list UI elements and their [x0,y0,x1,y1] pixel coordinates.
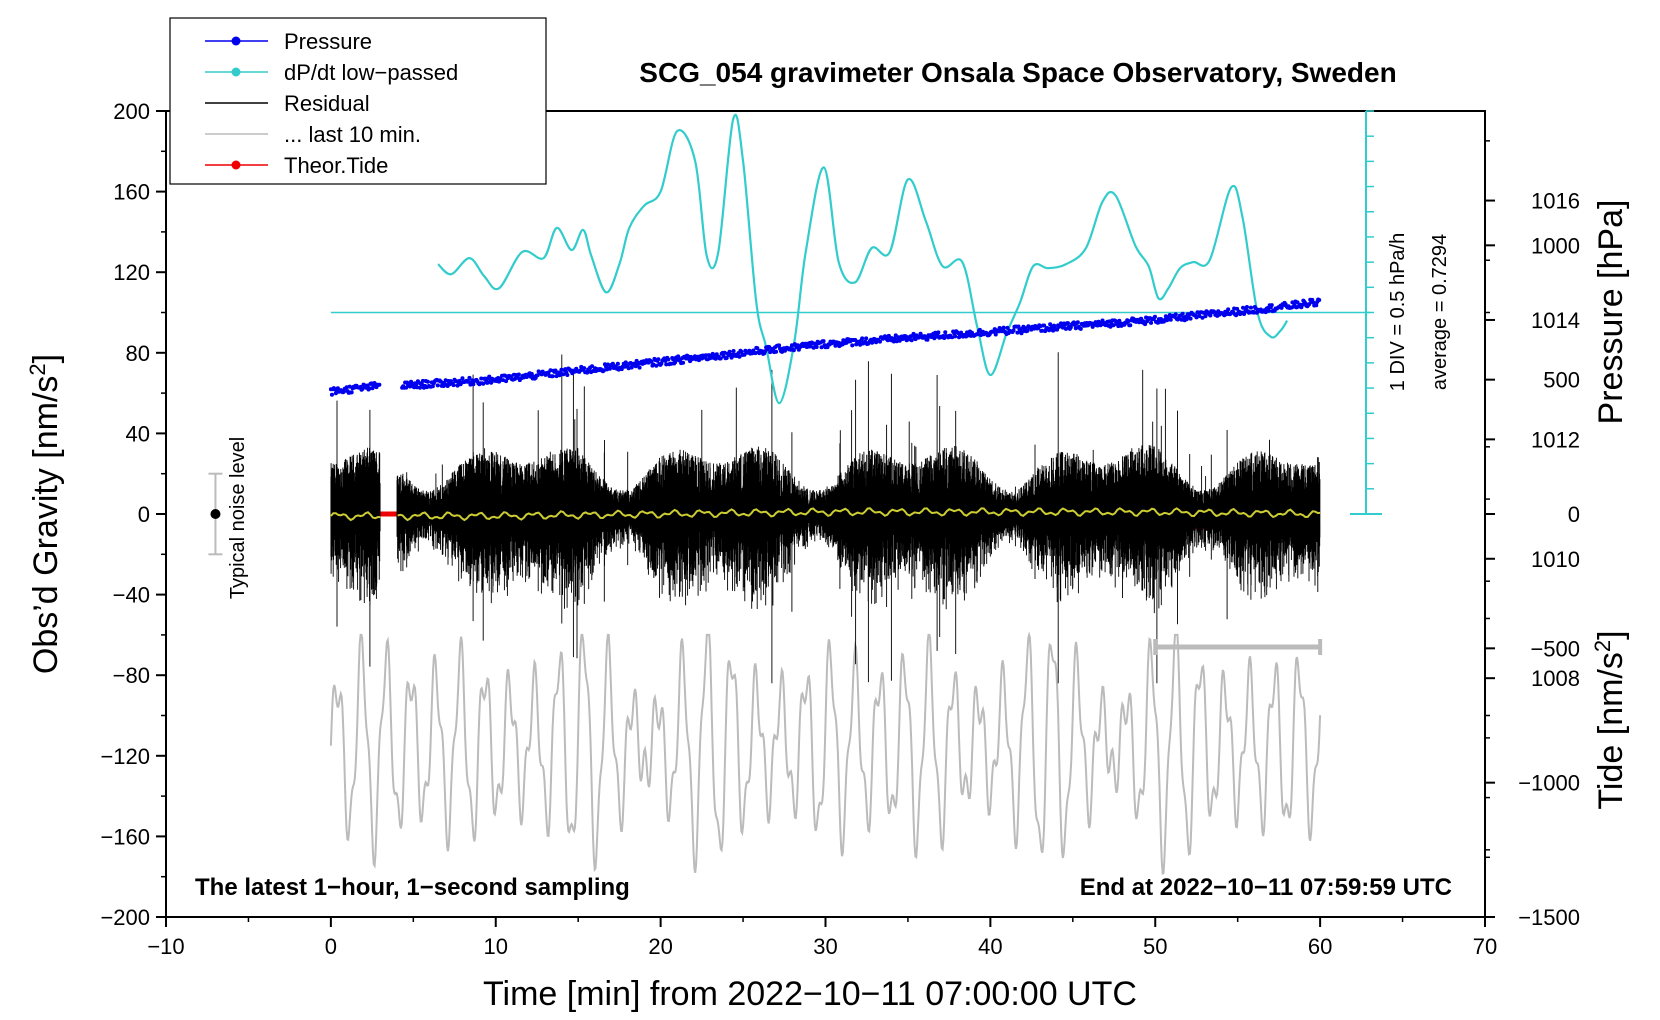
legend-label: Pressure [284,29,372,54]
pressure-tick-label: 1016 [1531,189,1580,214]
tide-tick-label: −500 [1530,636,1580,661]
x-tick-label: −10 [147,934,184,959]
dpdt-average-label: average = 0.7294 [1429,234,1451,390]
y-tick-label: 80 [126,341,150,366]
residual-smoothed-line [330,507,1321,522]
y-tick-label: 40 [126,421,150,446]
residual-line [330,352,1321,684]
y-tick-label: −80 [113,663,150,688]
pressure-tick-label: 1010 [1531,547,1580,572]
y-axis-title-tide: Tide [nm/s2] [1590,630,1630,809]
x-tick-label: 40 [978,934,1002,959]
legend-label: Theor.Tide [284,153,388,178]
pressure-tick-label: 1008 [1531,666,1580,691]
tide-tick-label: 500 [1543,368,1580,393]
y-axis-tide: 1000 500 0 −500 −1000 −1500 [1485,233,1580,930]
y-tick-label: −160 [100,824,150,849]
x-tick-label: 0 [325,934,337,959]
y-tick-label: 160 [113,180,150,205]
legend-label: ... last 10 min. [284,122,421,147]
y-axis-title-gravity: Obs’d Gravity [nm/s2] [25,354,65,674]
pressure-points [328,297,1322,397]
series-last-10-min [329,631,1322,875]
y-axis-pressure: 1008 1010 1012 1014 1016 [1485,140,1580,918]
legend: Pressure dP/dt low−passed Residual ... last… [169,17,547,185]
y-tick-label: −40 [113,583,150,608]
y-tick-label: 0 [138,502,150,527]
sampling-annotation: The latest 1−hour, 1−second sampling [195,874,630,901]
legend-swatch-marker [231,160,241,170]
chart-title: SCG_054 gravimeter Onsala Space Observat… [639,57,1396,88]
tide-tick-label: −1500 [1518,905,1580,930]
dpdt-line [437,113,1289,405]
dpdt-scale-label: 1 DIV = 0.5 hPa/h [1387,233,1409,391]
y-tick-label: 120 [113,260,150,285]
y-tick-label: 200 [113,99,150,124]
noise-level-label: Typical noise level [227,437,249,599]
last-10-min-line [329,631,1322,875]
noise-level-dot [210,509,221,519]
tide-tick-label: 0 [1568,502,1580,527]
y-axis-title-pressure: Pressure [hPa] [1592,200,1630,425]
series-pressure [328,297,1322,397]
legend-swatch-marker [231,67,241,77]
series-residual [330,352,1321,684]
x-tick-label: 50 [1143,934,1167,959]
legend-swatch-marker [231,36,241,46]
x-tick-label: 70 [1473,934,1497,959]
x-axis-title: Time [min] from 2022−10−11 07:00:00 UTC [483,975,1137,1013]
y-axis-gravity: 200 160 120 80 40 0 −40 −80 −120 −160 −200 [100,99,166,930]
legend-box [169,17,547,185]
x-axis: −10 0 10 20 30 40 50 60 70 [147,917,1497,959]
chart-annotations [208,472,1323,655]
y-tick-label: −200 [100,905,150,930]
x-tick-label: 30 [813,934,837,959]
x-tick-label: 10 [484,934,508,959]
legend-label: dP/dt low−passed [284,60,458,85]
end-time-annotation: End at 2022−10−11 07:59:59 UTC [1080,874,1452,901]
x-tick-label: 60 [1308,934,1332,959]
pressure-tick-label: 1014 [1531,308,1580,333]
tide-tick-label: −1000 [1518,771,1580,796]
legend-label: Residual [284,91,370,116]
tide-tick-label: 1000 [1531,233,1580,258]
x-tick-label: 20 [648,934,672,959]
pressure-tick-label: 1012 [1531,427,1580,452]
y-tick-label: −120 [100,744,150,769]
